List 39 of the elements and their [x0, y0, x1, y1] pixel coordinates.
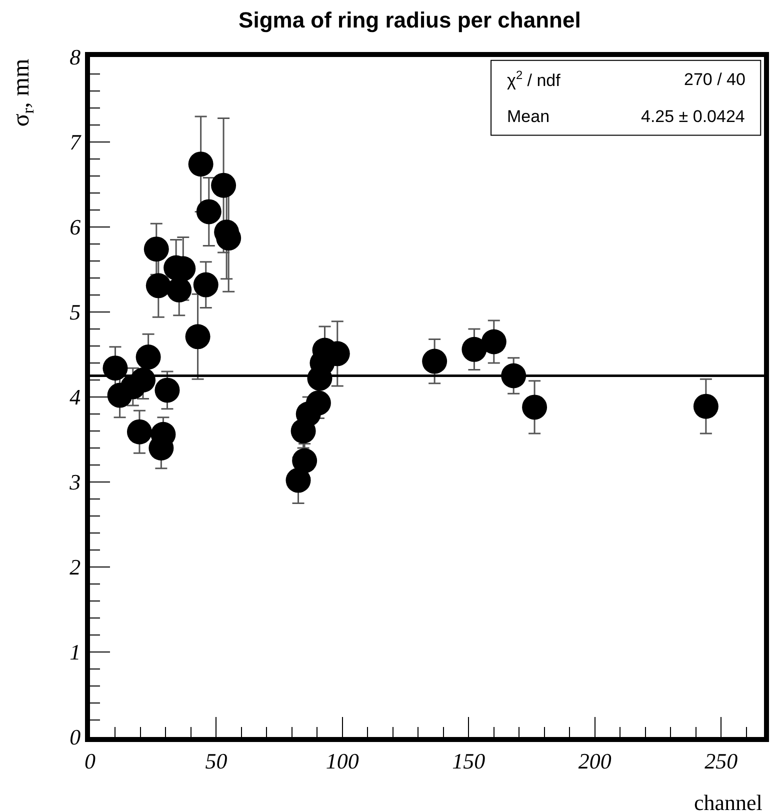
- x-tick-label: 200: [578, 748, 612, 774]
- x-axis-title: channel: [694, 790, 762, 812]
- annotation: 270 / 40: [684, 70, 746, 89]
- point: [136, 344, 161, 370]
- annotation: χ$^{2}$ / ndf: [507, 68, 561, 90]
- point: [462, 336, 487, 362]
- point: [522, 394, 548, 420]
- point: [481, 329, 506, 354]
- point: [693, 394, 718, 419]
- annotation: Mean: [507, 107, 550, 126]
- annotation: 4.25 ± 0.0424: [641, 107, 745, 126]
- point: [211, 172, 236, 198]
- point: [126, 419, 152, 444]
- y-tick-label: 3: [68, 470, 81, 495]
- y-tick-label: 5: [70, 300, 81, 325]
- point: [193, 272, 218, 298]
- point: [102, 356, 128, 381]
- y-tick-label: 7: [70, 130, 82, 155]
- x-tick-label: 150: [452, 748, 486, 774]
- y-tick-label: 8: [70, 44, 81, 70]
- y-tick-label: 6: [70, 214, 81, 240]
- point: [185, 324, 210, 350]
- y-tick-label: 4: [70, 384, 81, 410]
- point: [154, 378, 180, 403]
- x-tick-label: 50: [205, 748, 228, 774]
- chart-title: Sigma of ring radius per channel: [238, 8, 581, 33]
- point: [286, 468, 311, 493]
- x-tick-label: 100: [326, 748, 359, 774]
- point: [146, 273, 171, 298]
- point: [188, 152, 214, 177]
- x-tick-label: 250: [704, 748, 738, 774]
- y-tick-label: 0: [70, 724, 81, 750]
- point: [292, 448, 318, 474]
- point: [306, 390, 331, 416]
- point: [422, 348, 448, 374]
- y-tick-label: 2: [70, 554, 81, 580]
- point: [144, 236, 169, 262]
- y-tick-label: 1: [70, 640, 81, 665]
- point: [196, 199, 222, 224]
